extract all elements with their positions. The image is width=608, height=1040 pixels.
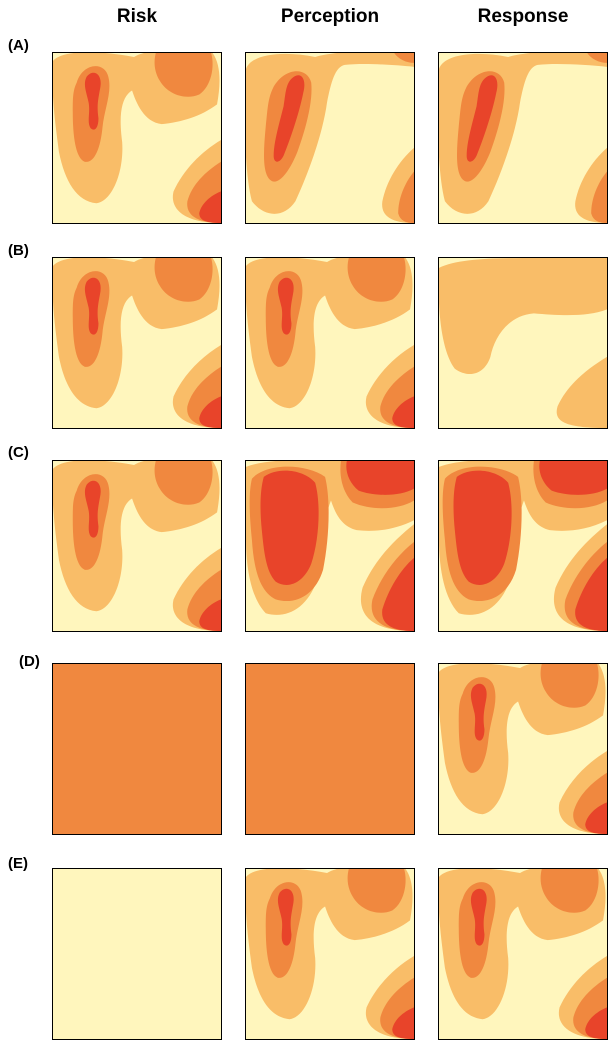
column-header-response: Response: [477, 6, 569, 27]
heatmap-panel-b-response: [438, 257, 608, 429]
row-label-d: (D): [19, 653, 40, 670]
heatmap-panel-c-response: [438, 460, 608, 632]
heatmap-panel-d-perception: [245, 663, 415, 835]
heatmap-panel-c-perception: [245, 460, 415, 632]
heatmap-panel-a-risk: [52, 52, 222, 224]
row-label-c: (C): [8, 444, 29, 461]
column-header-risk: Risk: [116, 6, 158, 27]
heatmap-panel-c-risk: [52, 460, 222, 632]
heatmap-panel-a-response: [438, 52, 608, 224]
heatmap-panel-d-response: [438, 663, 608, 835]
row-label-e: (E): [8, 855, 28, 872]
heatmap-panel-e-response: [438, 868, 608, 1040]
column-header-perception: Perception: [280, 6, 380, 27]
heatmap-panel-d-risk: [52, 663, 222, 835]
heatmap-panel-e-perception: [245, 868, 415, 1040]
heatmap-panel-b-risk: [52, 257, 222, 429]
heatmap-panel-e-risk: [52, 868, 222, 1040]
heatmap-panel-b-perception: [245, 257, 415, 429]
heatmap-panel-a-perception: [245, 52, 415, 224]
row-label-b: (B): [8, 242, 29, 259]
row-label-a: (A): [8, 37, 29, 54]
